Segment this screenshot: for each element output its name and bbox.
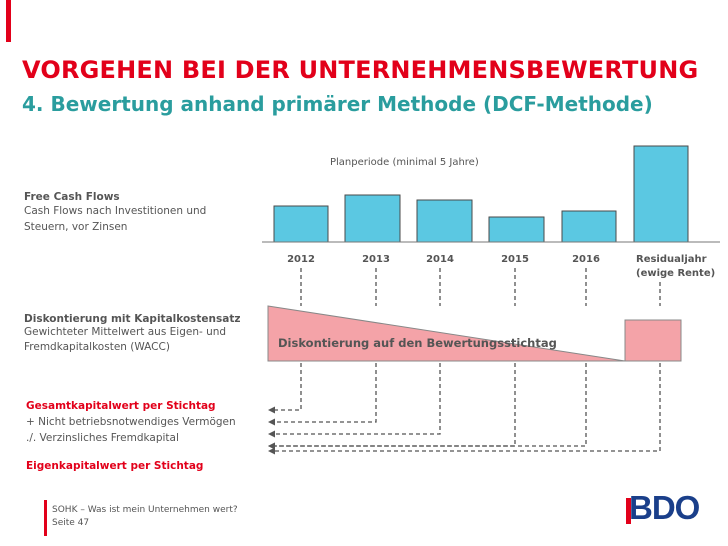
year-label-2015: 2015 — [501, 254, 529, 265]
footer-block: SOHK – Was ist mein Unternehmen wert? Se… — [52, 504, 238, 530]
diskontierung-block: Diskontierung mit Kapitalkostensatz Gewi… — [24, 313, 241, 354]
bar-2014 — [416, 199, 473, 243]
footer-accent-bar — [44, 500, 47, 536]
year-label-2013: 2013 — [362, 254, 390, 265]
dashed-connector-lower-0 — [274, 363, 302, 411]
footer-line1: SOHK – Was ist mein Unternehmen wert? — [52, 505, 238, 515]
free-cash-flows-line1: Cash Flows nach Investitionen und — [24, 205, 207, 217]
logo-red-stripe — [626, 498, 631, 524]
dashed-connector-lower-4 — [274, 363, 587, 447]
bar-2015 — [488, 216, 545, 243]
discount-banner-text: Diskontierung auf den Bewertungsstichtag — [278, 336, 557, 350]
page-title: VORGEHEN BEI DER UNTERNEHMENSBEWERTUNG — [22, 56, 699, 84]
bar-residual — [633, 145, 689, 243]
summary-verzinsliches-fremdkapital: ./. Verzinsliches Fremdkapital — [26, 432, 179, 444]
dashed-connector-lower-3 — [274, 363, 516, 447]
footer-page-number: Seite 47 — [52, 518, 90, 528]
bar-2012 — [273, 205, 329, 243]
dashed-connector-lower-5 — [274, 363, 661, 452]
residual-label-line2: (ewige Rente) — [636, 268, 715, 279]
free-cash-flows-block: Free Cash Flows Cash Flows nach Investit… — [24, 191, 206, 234]
discount-triangle — [267, 305, 626, 362]
arrowhead-0 — [268, 406, 275, 414]
page-subtitle: 4. Bewertung anhand primärer Methode (DC… — [22, 92, 653, 116]
diskontierung-line1: Gewichteter Mittelwert aus Eigen- und — [24, 326, 227, 338]
summary-block: Gesamtkapitalwert per Stichtag + Nicht b… — [26, 398, 236, 474]
arrowhead-5 — [268, 447, 275, 455]
bar-2016 — [561, 210, 617, 243]
summary-nicht-betriebsnotwendig: + Nicht betriebsnotwendiges Vermögen — [26, 416, 236, 428]
summary-gesamtkapitalwert: Gesamtkapitalwert per Stichtag — [26, 400, 216, 412]
residual-label-line1: Residualjahr — [636, 254, 707, 265]
dashed-connector-lower-1 — [274, 363, 377, 423]
summary-eigenkapitalwert: Eigenkapitalwert per Stichtag — [26, 460, 204, 472]
arrowhead-2 — [268, 430, 275, 438]
dashed-connector-lower-2 — [274, 363, 441, 435]
free-cash-flows-heading: Free Cash Flows — [24, 191, 120, 203]
diskontierung-heading: Diskontierung mit Kapitalkostensatz — [24, 313, 241, 325]
year-label-2014: 2014 — [426, 254, 454, 265]
bdo-logo: BDO — [626, 489, 710, 529]
planperiode-label: Planperiode (minimal 5 Jahre) — [330, 157, 479, 168]
arrowhead-4 — [268, 442, 275, 450]
bar-2013 — [344, 194, 401, 243]
free-cash-flows-line2: Steuern, vor Zinsen — [24, 221, 128, 233]
year-label-2016: 2016 — [572, 254, 600, 265]
logo-text: BDO — [629, 489, 700, 526]
arrowhead-1 — [268, 418, 275, 426]
year-label-2012: 2012 — [287, 254, 315, 265]
top-accent-bar — [6, 0, 11, 42]
residual-discount-box — [624, 319, 682, 362]
diskontierung-line2: Fremdkapitalkosten (WACC) — [24, 341, 170, 353]
